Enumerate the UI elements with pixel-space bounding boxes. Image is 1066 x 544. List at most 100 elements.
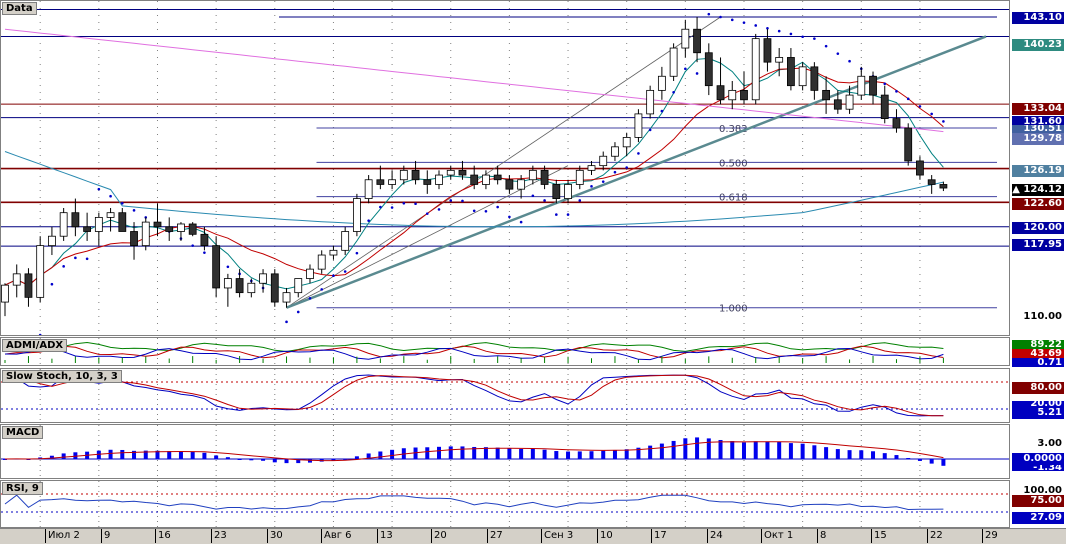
macd-histogram-bar	[437, 446, 442, 459]
macd-histogram-bar	[835, 449, 840, 459]
date-axis-label: 13	[380, 530, 393, 541]
candle-body	[728, 89, 737, 101]
rsi-label-75: 75.00	[1012, 495, 1064, 507]
macd-histogram-bar	[917, 459, 922, 461]
trend-channel-upper	[286, 16, 721, 309]
candle-body	[24, 273, 33, 298]
candle-body	[822, 89, 830, 101]
candle-body	[845, 94, 854, 110]
macd-histogram-bar	[284, 459, 289, 464]
macd-histogram-bar	[425, 447, 430, 459]
candle-body	[470, 174, 479, 185]
candle-body	[751, 38, 760, 101]
macd-histogram-bar	[906, 458, 911, 460]
sar-dot	[613, 170, 617, 174]
price-label-110-00: 110.00	[1023, 311, 1062, 322]
candle-body	[669, 47, 678, 77]
candle-body	[200, 233, 209, 247]
sar-dot	[508, 215, 511, 219]
candle-body	[188, 223, 197, 235]
macd-histogram-bar	[143, 450, 148, 459]
candle-body	[657, 75, 666, 91]
sar-dot	[449, 199, 453, 202]
sar-dot	[203, 251, 206, 254]
stoch-label-20: 20.00	[1012, 401, 1064, 407]
sar-dot	[461, 199, 464, 203]
candle-body	[341, 231, 350, 251]
candle-body	[833, 99, 842, 110]
date-axis[interactable]	[0, 528, 1066, 544]
candle-body	[552, 184, 561, 199]
sar-dot	[320, 288, 324, 291]
candle-body	[130, 231, 138, 247]
candle-body	[177, 223, 185, 232]
date-axis-tick	[431, 529, 432, 543]
sar-dot	[519, 220, 523, 224]
price-label-129-78: 129.78	[1012, 133, 1064, 145]
candle-body	[411, 169, 420, 181]
sar-dot	[484, 209, 488, 213]
fib-level-label: 0.382	[719, 124, 748, 135]
macd-histogram-bar	[566, 451, 571, 459]
date-axis-label: 15	[874, 530, 887, 541]
candle-body	[106, 212, 115, 218]
macd-histogram-bar	[859, 450, 864, 459]
macd-pane-title: MACD	[2, 426, 44, 439]
candle-body	[247, 282, 256, 294]
macd-histogram-bar	[530, 448, 535, 459]
sar-dot	[38, 333, 42, 335]
sar-dot	[437, 208, 441, 211]
candle-body	[904, 127, 913, 162]
macd-histogram-bar	[683, 438, 688, 459]
sar-dot	[132, 209, 136, 212]
date-axis-label: Авг 6	[324, 530, 352, 541]
sar-dot	[296, 310, 300, 314]
candle-body	[153, 221, 162, 228]
sar-dot	[742, 21, 746, 24]
date-axis-label: 8	[820, 530, 827, 541]
macd-histogram-bar	[249, 459, 254, 461]
candle-body	[927, 179, 936, 185]
stoch-pane[interactable]: Slow Stoch, 10, 3, 3	[0, 368, 1010, 423]
price-chart[interactable]: 0.382 0.500 0.618 1.000	[1, 1, 1009, 335]
macd-histogram-bar	[519, 448, 524, 459]
macd-histogram-bar	[190, 451, 195, 459]
sar-dot	[402, 201, 406, 205]
fib-level-label: 1.000	[719, 304, 748, 315]
macd-histogram-bar	[483, 447, 488, 459]
sar-dot	[191, 244, 194, 247]
fib-level-label: 0.500	[719, 158, 748, 169]
candle-body	[141, 221, 150, 247]
sar-dot	[625, 166, 628, 169]
candle-body	[223, 278, 232, 289]
date-axis-label: 17	[654, 530, 667, 541]
macd-histogram-bar	[577, 451, 582, 459]
macd-histogram-bar	[155, 450, 160, 459]
macd-histogram-bar	[378, 451, 383, 459]
date-axis-tick	[155, 529, 156, 543]
rsi-pane[interactable]: RSI, 9	[0, 480, 1010, 528]
macd-label-zero: 0.0000	[1012, 453, 1064, 465]
candle-body	[83, 226, 92, 232]
candle-body	[564, 184, 572, 199]
candle-body	[798, 66, 807, 87]
price-label-133-04: 133.04	[1012, 103, 1064, 115]
macd-histogram-bar	[636, 447, 641, 459]
candle-body	[939, 184, 948, 189]
sar-dot	[672, 90, 675, 94]
rsi-pane-title: RSI, 9	[2, 482, 43, 495]
price-label-120-00: 120.00	[1012, 222, 1064, 234]
macd-histogram-bar	[894, 455, 899, 459]
price-label-126-19: 126.19	[1012, 165, 1064, 177]
admi-pane[interactable]: ADMI/ADX	[0, 337, 1010, 366]
price-pane[interactable]: Data 0.382 0.500 0.618 1.000	[0, 0, 1010, 336]
candle-body	[435, 174, 443, 185]
candle-body	[857, 75, 866, 96]
macd-histogram-bar	[941, 459, 946, 466]
sar-dot	[578, 199, 582, 202]
last-price-marker-icon: ▲	[1012, 184, 1024, 195]
sar-dot	[883, 82, 887, 86]
sar-dot	[390, 206, 394, 209]
admi-label-plus: 43.69	[1012, 349, 1064, 359]
macd-pane[interactable]: MACD	[0, 424, 1010, 479]
